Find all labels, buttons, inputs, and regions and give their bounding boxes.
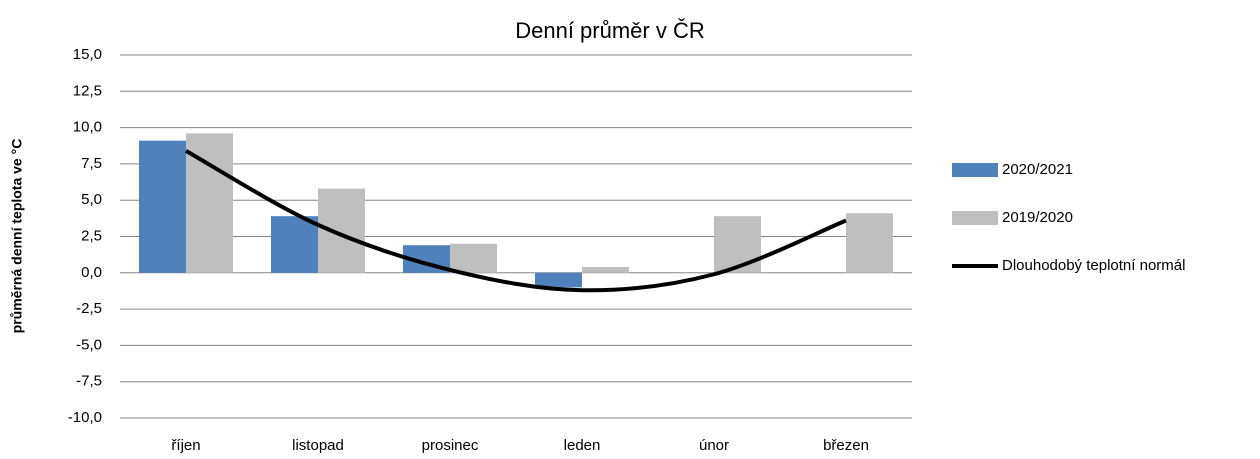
bar [846,213,893,273]
y-tick-label: 10,0 [73,119,102,136]
y-tick-label: 2,5 [81,227,102,244]
y-tick-label: -7,5 [76,373,102,390]
x-tick-label: leden [564,437,601,454]
x-tick-label: prosinec [422,437,479,454]
legend-label: 2020/2021 [1002,161,1073,178]
legend-swatch [952,211,998,225]
y-tick-label: 15,0 [73,46,102,63]
y-tick-label: 7,5 [81,155,102,172]
legend-swatch [952,163,998,177]
y-tick-label: -2,5 [76,300,102,317]
x-tick-label: listopad [292,437,344,454]
line [185,149,847,293]
bar [271,216,318,273]
bar [450,243,497,273]
chart-title: Denní průměr v ČR [515,18,705,43]
bar [318,188,365,273]
x-tick-label: říjen [171,437,200,454]
x-tick-label: únor [699,437,729,454]
x-tick-label: březen [823,437,869,454]
y-tick-label: 0,0 [81,264,102,281]
bar [582,266,629,273]
y-axis-label: průměrná denní teplota ve °C [9,139,25,334]
y-tick-label: -10,0 [68,409,102,426]
bar [535,272,582,288]
legend-label: Dlouhodobý teplotní normál [1002,257,1185,274]
y-tick-label: 12,5 [73,82,102,99]
y-tick-label: -5,0 [76,336,102,353]
bar [139,140,186,273]
y-tick-label: 5,0 [81,191,102,208]
bar [714,216,761,273]
legend-label: 2019/2020 [1002,209,1073,226]
